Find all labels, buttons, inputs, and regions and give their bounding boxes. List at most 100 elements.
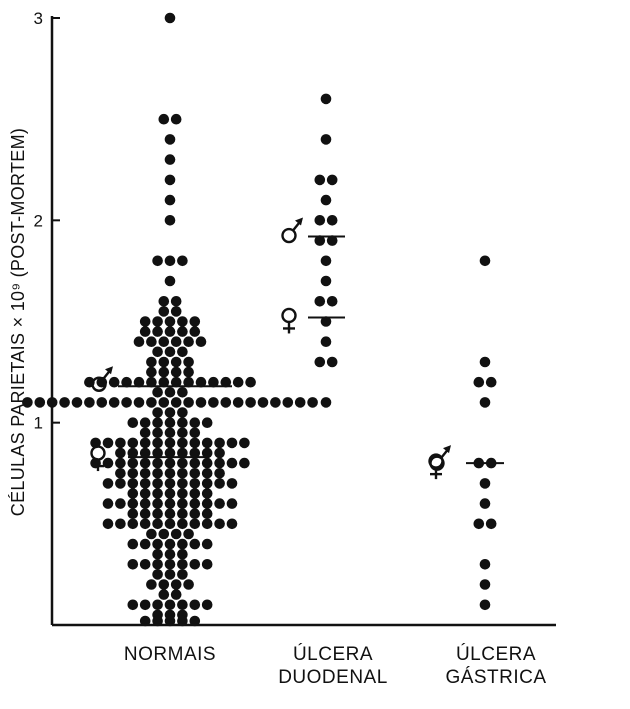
data-point-0-160 xyxy=(201,488,213,499)
male-symbol-arrow-head xyxy=(295,217,303,226)
data-point-0-130 xyxy=(201,457,213,469)
data-point-0-186 xyxy=(189,518,201,530)
data-point-0-159 xyxy=(189,488,201,499)
data-point-0-205 xyxy=(139,559,151,570)
data-point-0-193 xyxy=(183,528,194,540)
data-point-0-216 xyxy=(170,579,182,590)
data-point-0-161 xyxy=(102,498,114,509)
data-point-0-61 xyxy=(34,397,46,408)
data-point-0-211 xyxy=(152,569,163,580)
data-point-0-209 xyxy=(189,559,201,570)
male-symbol-ring xyxy=(281,227,297,244)
data-point-0-55 xyxy=(232,376,244,388)
data-point-0-157 xyxy=(164,488,176,499)
data-point-0-76 xyxy=(220,397,232,408)
data-point-0-7 xyxy=(164,215,176,226)
female-symbol-duodenal xyxy=(281,307,297,334)
data-point-0-173 xyxy=(139,508,151,519)
data-point-0-149 xyxy=(177,478,188,489)
male-symbol-duodenal xyxy=(281,217,303,244)
data-point-0-64 xyxy=(71,397,83,408)
data-point-2-9 xyxy=(473,518,485,530)
data-point-2-7 xyxy=(479,478,491,489)
data-point-0-144 xyxy=(115,478,126,489)
data-point-0-195 xyxy=(139,538,151,550)
data-point-0-145 xyxy=(127,478,139,489)
data-point-0-223 xyxy=(164,599,176,611)
data-point-0-204 xyxy=(127,559,139,570)
data-point-0-125 xyxy=(139,457,151,469)
data-point-0-8 xyxy=(152,255,163,267)
data-point-0-17 xyxy=(152,316,163,327)
data-point-0-27 xyxy=(146,336,157,348)
data-point-0-120 xyxy=(214,447,225,459)
data-point-0-233 xyxy=(177,615,188,627)
data-point-1-11 xyxy=(314,296,326,307)
male-symbol-arrow-head xyxy=(105,366,113,375)
data-point-0-75 xyxy=(208,397,219,408)
data-point-0-54 xyxy=(220,376,232,388)
data-point-0-26 xyxy=(133,336,145,348)
data-point-0-50 xyxy=(170,376,182,388)
data-point-0-62 xyxy=(46,397,58,408)
data-point-0-32 xyxy=(152,346,163,358)
data-point-0-53 xyxy=(208,376,219,388)
data-point-1-0 xyxy=(320,93,332,105)
data-point-1-4 xyxy=(320,194,332,206)
data-point-0-148 xyxy=(164,478,176,489)
data-point-1-1 xyxy=(320,134,332,145)
data-point-0-92 xyxy=(189,417,201,429)
data-point-0-91 xyxy=(177,417,188,429)
data-point-0-25 xyxy=(189,326,201,337)
data-point-0-90 xyxy=(164,417,176,429)
data-point-0-146 xyxy=(139,478,151,489)
data-point-0-47 xyxy=(133,376,145,388)
data-point-0-41 xyxy=(170,366,182,378)
data-point-0-65 xyxy=(84,397,95,408)
data-point-0-135 xyxy=(127,468,139,479)
mean-lines xyxy=(118,235,504,465)
data-point-0-231 xyxy=(152,615,163,627)
y-tick-label-3: 3 xyxy=(34,9,43,28)
data-point-0-88 xyxy=(139,417,151,429)
data-point-0-182 xyxy=(139,518,151,530)
data-point-0-232 xyxy=(164,615,176,627)
data-point-0-22 xyxy=(152,326,163,337)
data-point-0-110 xyxy=(226,437,238,449)
data-point-0-143 xyxy=(102,478,114,489)
data-point-0-108 xyxy=(201,437,213,449)
data-point-0-162 xyxy=(115,498,126,509)
category-label-2-0: ÚLCERA xyxy=(456,643,536,665)
data-point-0-169 xyxy=(201,498,213,509)
data-point-0-42 xyxy=(183,366,194,378)
data-point-0-191 xyxy=(158,528,170,540)
data-point-0-48 xyxy=(146,376,157,388)
data-point-1-13 xyxy=(320,316,332,327)
data-point-0-126 xyxy=(152,457,163,469)
data-point-0-18 xyxy=(164,316,176,327)
data-point-0-58 xyxy=(164,387,176,398)
data-point-0-154 xyxy=(127,488,139,499)
data-point-0-119 xyxy=(201,447,213,459)
data-point-0-29 xyxy=(170,336,182,348)
data-point-0-63 xyxy=(59,397,70,408)
data-point-0-45 xyxy=(108,376,120,388)
data-point-0-121 xyxy=(90,457,101,469)
data-point-0-175 xyxy=(164,508,176,519)
data-point-0-201 xyxy=(152,548,163,560)
data-point-0-38 xyxy=(183,356,194,368)
data-point-0-87 xyxy=(127,417,139,429)
data-point-0-226 xyxy=(201,599,213,611)
data-point-0-188 xyxy=(214,518,225,530)
data-point-0-170 xyxy=(214,498,225,509)
data-point-0-165 xyxy=(152,498,163,509)
data-point-0-69 xyxy=(133,397,145,408)
category-label-1-1: DUODENAL xyxy=(278,667,388,688)
data-point-0-12 xyxy=(158,296,170,307)
data-point-2-4 xyxy=(479,397,491,408)
data-point-0-164 xyxy=(139,498,151,509)
data-point-0-155 xyxy=(139,488,151,499)
data-point-0-171 xyxy=(226,498,238,509)
data-point-0-218 xyxy=(158,589,170,600)
